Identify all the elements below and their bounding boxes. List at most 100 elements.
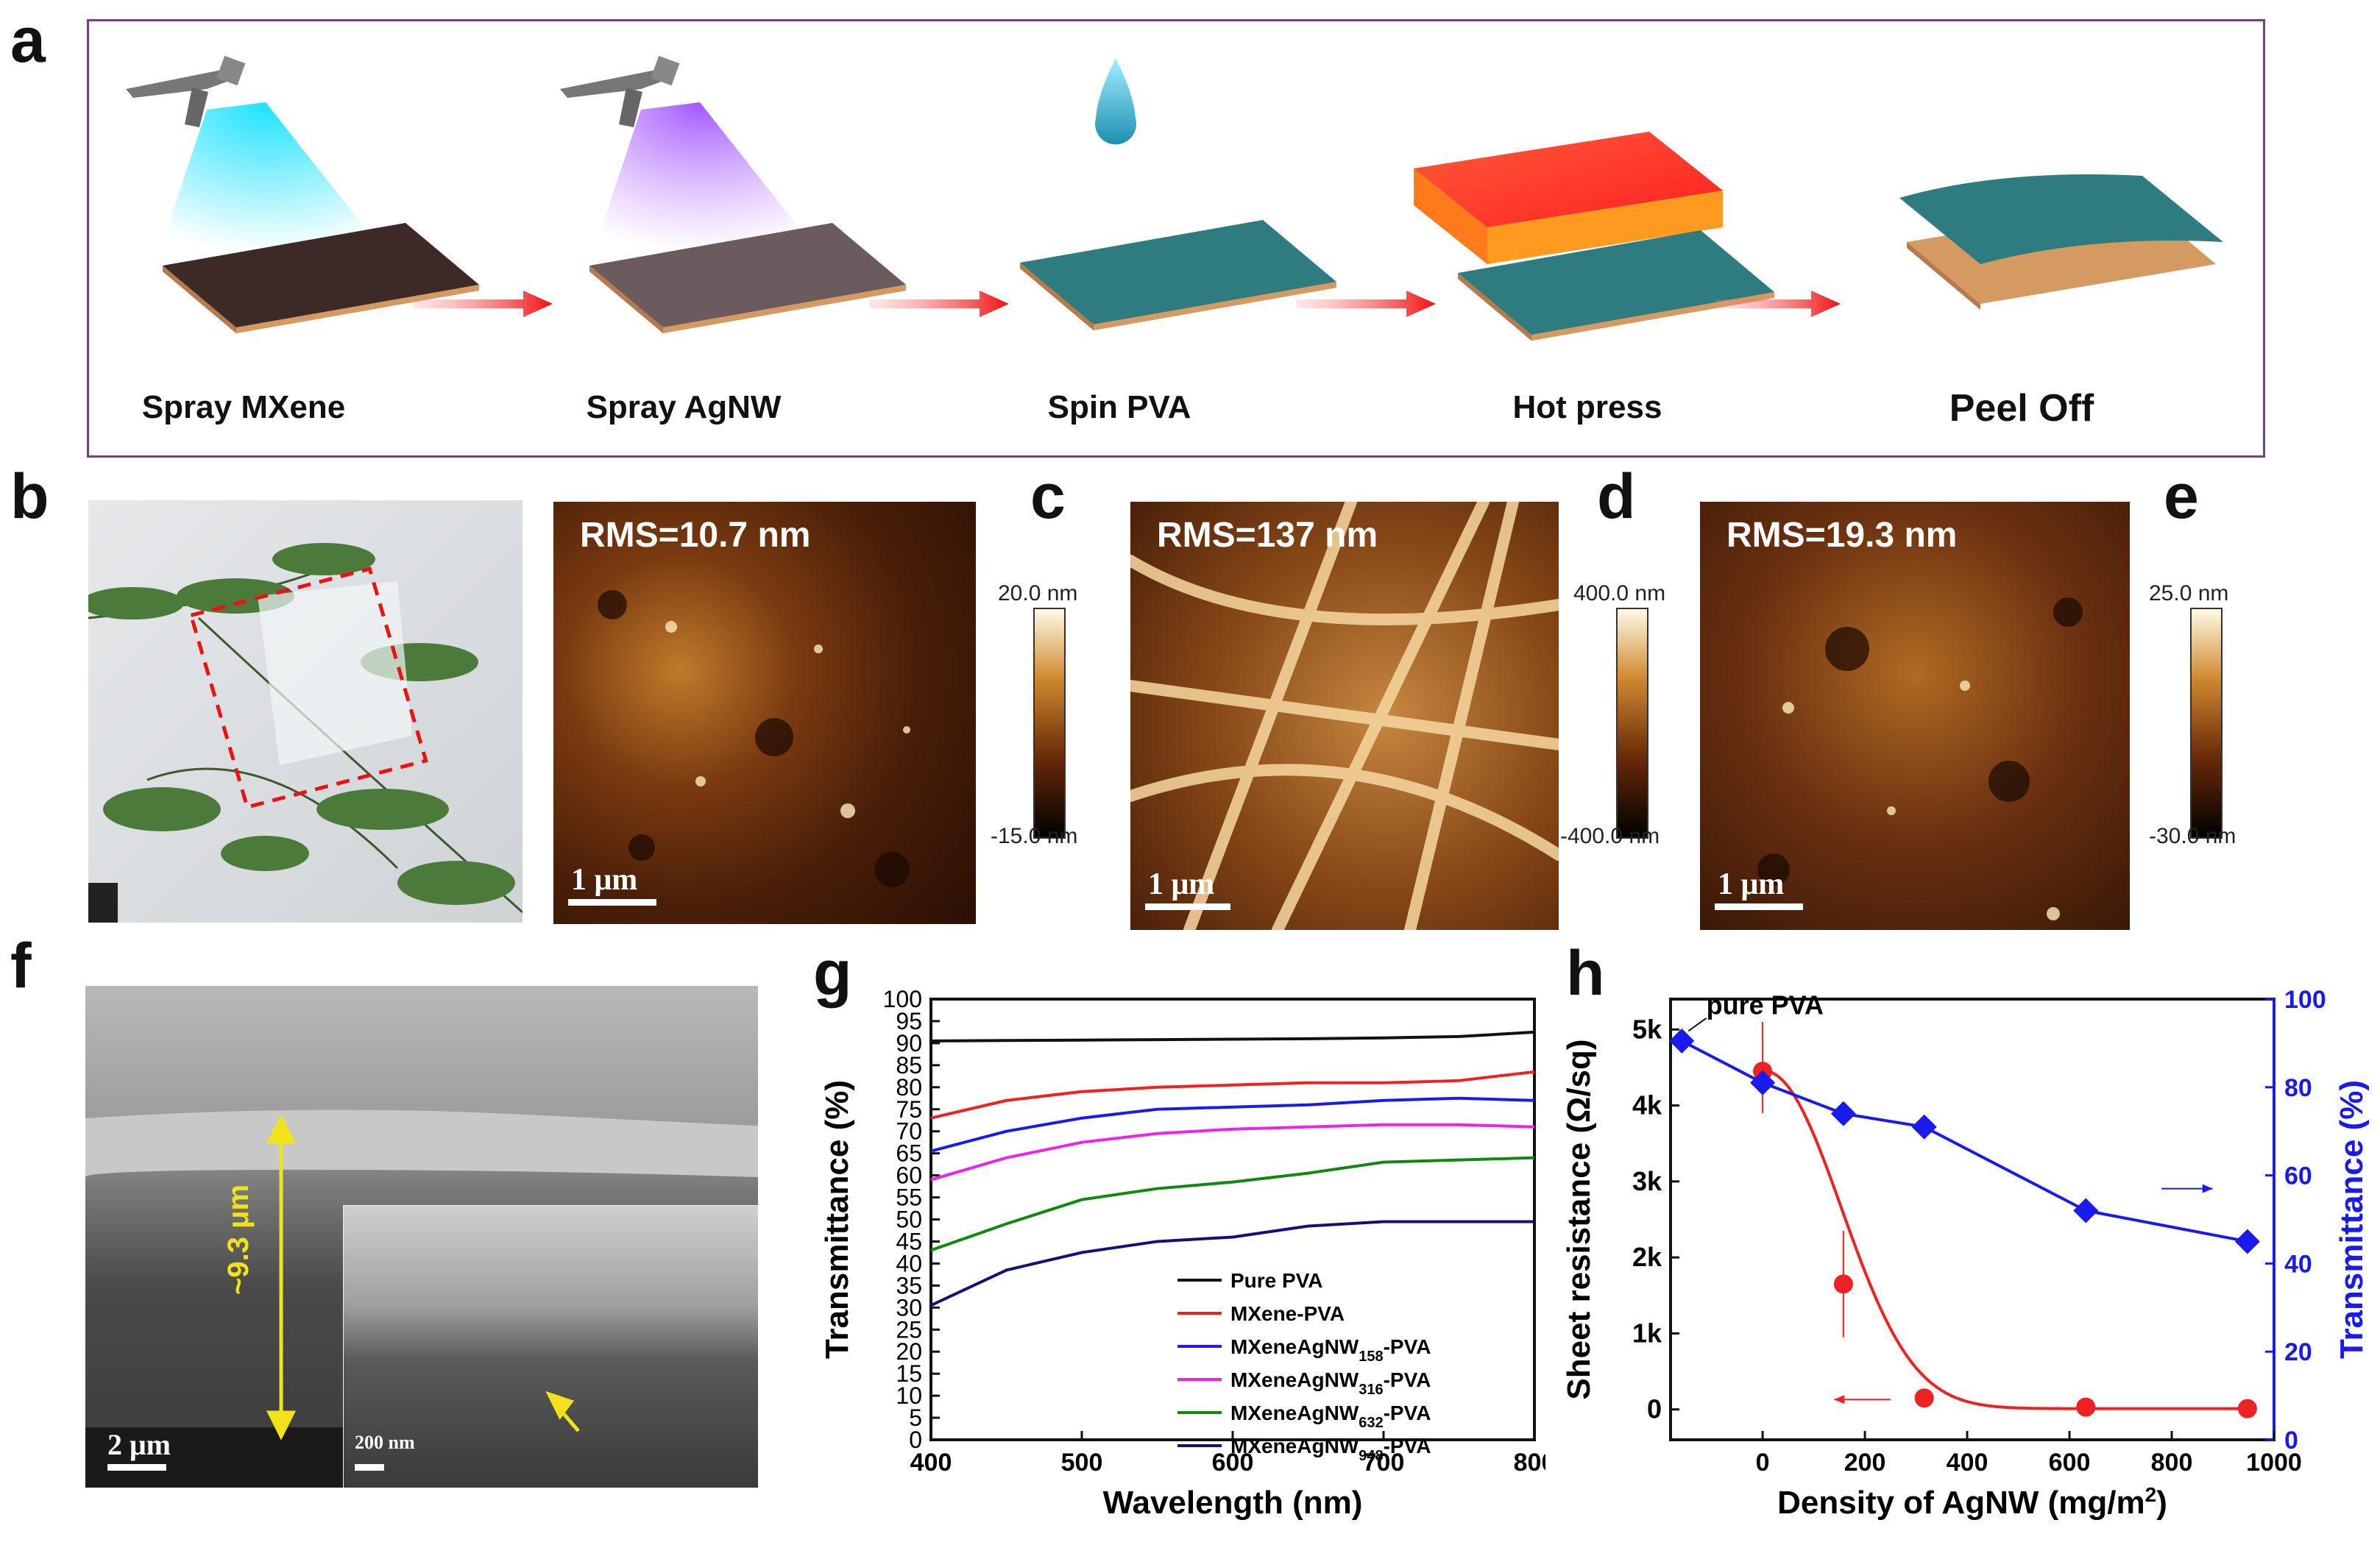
y-tick-label: 80 (896, 1074, 922, 1101)
y-right-axis-label: Transmittance (%) (2334, 1080, 2370, 1359)
legend-entry: MXeneAgNW632-PVA (1230, 1402, 1431, 1431)
pva-droplet-icon (1095, 58, 1137, 145)
y-right-tick-label: 20 (2284, 1338, 2312, 1366)
rms-label: RMS=19.3 nm (1726, 516, 1958, 555)
transmittance-point (2234, 1229, 2260, 1254)
legend-entry: Pure PVA (1230, 1269, 1323, 1292)
x-tick-label: 200 (1844, 1449, 1886, 1477)
rms-label: RMS=10.7 nm (580, 516, 811, 555)
scale-bar (1145, 903, 1230, 910)
y-tick-label: 60 (896, 1162, 922, 1189)
y-tick-label: 0 (909, 1427, 922, 1453)
panel-label-e: e (2164, 461, 2199, 532)
series-line-4 (930, 1156, 1535, 1252)
y-tick-label: 65 (896, 1140, 922, 1167)
right-axis-arrowhead (2202, 1184, 2213, 1193)
scale-bar-label: 1 μm (1718, 867, 1785, 901)
arrow-icon (869, 291, 1009, 317)
process-schematic: Spray MXene Spray AgNW Spin PVA Hot pres… (87, 19, 2265, 458)
x-tick-label: 700 (1363, 1449, 1405, 1477)
peeled-film (1899, 174, 2223, 264)
transmittance-line (1681, 1040, 2248, 1243)
resistance-point (2076, 1397, 2096, 1417)
colorbar-max: 20.0 nm (998, 581, 1078, 605)
transmittance-point (1750, 1070, 1776, 1095)
arrow-icon (1296, 291, 1436, 317)
x-tick-label: 800 (2151, 1449, 2193, 1477)
resistance-point (1833, 1274, 1853, 1294)
y-right-tick-label: 100 (2284, 986, 2326, 1014)
afm-image-agnw: RMS=137 nm 1 μm (1130, 502, 1559, 930)
y-tick-label: 25 (896, 1316, 922, 1343)
transmittance-point (2073, 1198, 2099, 1223)
step-label-spray-agnw: Spray AgNW (586, 389, 782, 425)
y-tick-label: 15 (896, 1360, 922, 1387)
panel-label-h: h (1566, 938, 1605, 1009)
transmittance-point (1669, 1028, 1695, 1054)
colorbar-max: 400.0 nm (1573, 581, 1666, 605)
mxene-substrate (163, 223, 479, 333)
panel-label-a: a (10, 5, 46, 76)
y-tick-label: 3k (1632, 1166, 1662, 1196)
x-tick-label: 600 (1212, 1449, 1254, 1477)
y-tick-label: 90 (896, 1030, 922, 1056)
legend-entry: MXeneAgNW948-PVA (1230, 1435, 1431, 1464)
colorbar-min: -400.0 nm (1560, 824, 1660, 848)
colorbar-min: -30.0 nm (2149, 824, 2236, 848)
x-tick-label: 800 (1514, 1449, 1545, 1477)
x-tick-label: 400 (910, 1449, 952, 1477)
step-label-hot-press: Hot press (1512, 389, 1662, 425)
resistance-fit-line (1762, 1069, 2249, 1410)
annotation-pure-pva: pure PVA (1707, 990, 1824, 1020)
x-tick-label: 500 (1061, 1449, 1103, 1477)
transmittance-spectra-chart: 0510152025303540455055606570758085909510… (819, 986, 1545, 1521)
panel-label-d: d (1597, 461, 1636, 532)
colorbar (2190, 608, 2223, 839)
inset-scale-bar (355, 1464, 384, 1471)
mxene-spray-plume (163, 102, 376, 253)
scale-bar-label: 1 μm (571, 863, 638, 897)
panel-label-b: b (10, 461, 49, 532)
colorbar (1616, 608, 1648, 839)
y-axis-label: Transmittance (%) (819, 1080, 855, 1359)
legend-entry: MXeneAgNW316-PVA (1230, 1368, 1431, 1398)
x-tick-label: 400 (1947, 1449, 1988, 1477)
y-tick-label: 5 (909, 1404, 922, 1431)
thickness-label: ~9.3 μm (222, 1184, 255, 1295)
y-tick-label: 95 (896, 1008, 922, 1034)
y-tick-label: 30 (896, 1294, 922, 1321)
legend-entry: MXene-PVA (1230, 1302, 1345, 1325)
step-label-peel-off: Peel Off (1949, 387, 2094, 430)
y-tick-label: 75 (896, 1096, 922, 1123)
scale-bar-label: 1 μm (1148, 867, 1215, 901)
series-line-5 (930, 1220, 1534, 1307)
sem-inset (343, 1205, 758, 1488)
panel-label-c: c (1030, 461, 1066, 532)
y-tick-label: 5k (1632, 1014, 1662, 1044)
colorbar-max: 25.0 nm (2149, 581, 2229, 605)
panel-label-f: f (10, 931, 32, 1001)
scale-bar (568, 899, 656, 906)
agnw-spray-plume (597, 102, 810, 253)
hot-press-block (1414, 132, 1723, 264)
afm-image-mxene-pva: RMS=10.7 nm 1 μm (553, 502, 976, 924)
y-tick-label: 55 (896, 1184, 922, 1211)
film-photo (88, 500, 523, 923)
y-axis-label: Sheet resistance (Ω/sq) (1561, 1039, 1597, 1399)
panel-label-g: g (813, 938, 852, 1009)
afm-image-composite: RMS=19.3 nm 1 μm (1700, 502, 2130, 930)
y-tick-label: 20 (896, 1338, 922, 1365)
transmittance-point (1911, 1114, 1937, 1140)
agnw-substrate (589, 223, 906, 333)
pressed-substrate (1458, 230, 1774, 341)
scale-bar (107, 1464, 166, 1471)
colorbar (1033, 608, 1066, 839)
y-tick-label: 0 (1647, 1394, 1662, 1424)
pva-substrate (1020, 220, 1336, 330)
sem-cross-section: ~9.3 μm 2 μm 200 nm (85, 986, 758, 1488)
y-right-tick-label: 0 (2284, 1427, 2298, 1455)
arrow-icon (1715, 291, 1841, 317)
series-line-1 (930, 1070, 1535, 1120)
step-label-spin-pva: Spin PVA (1047, 389, 1191, 425)
